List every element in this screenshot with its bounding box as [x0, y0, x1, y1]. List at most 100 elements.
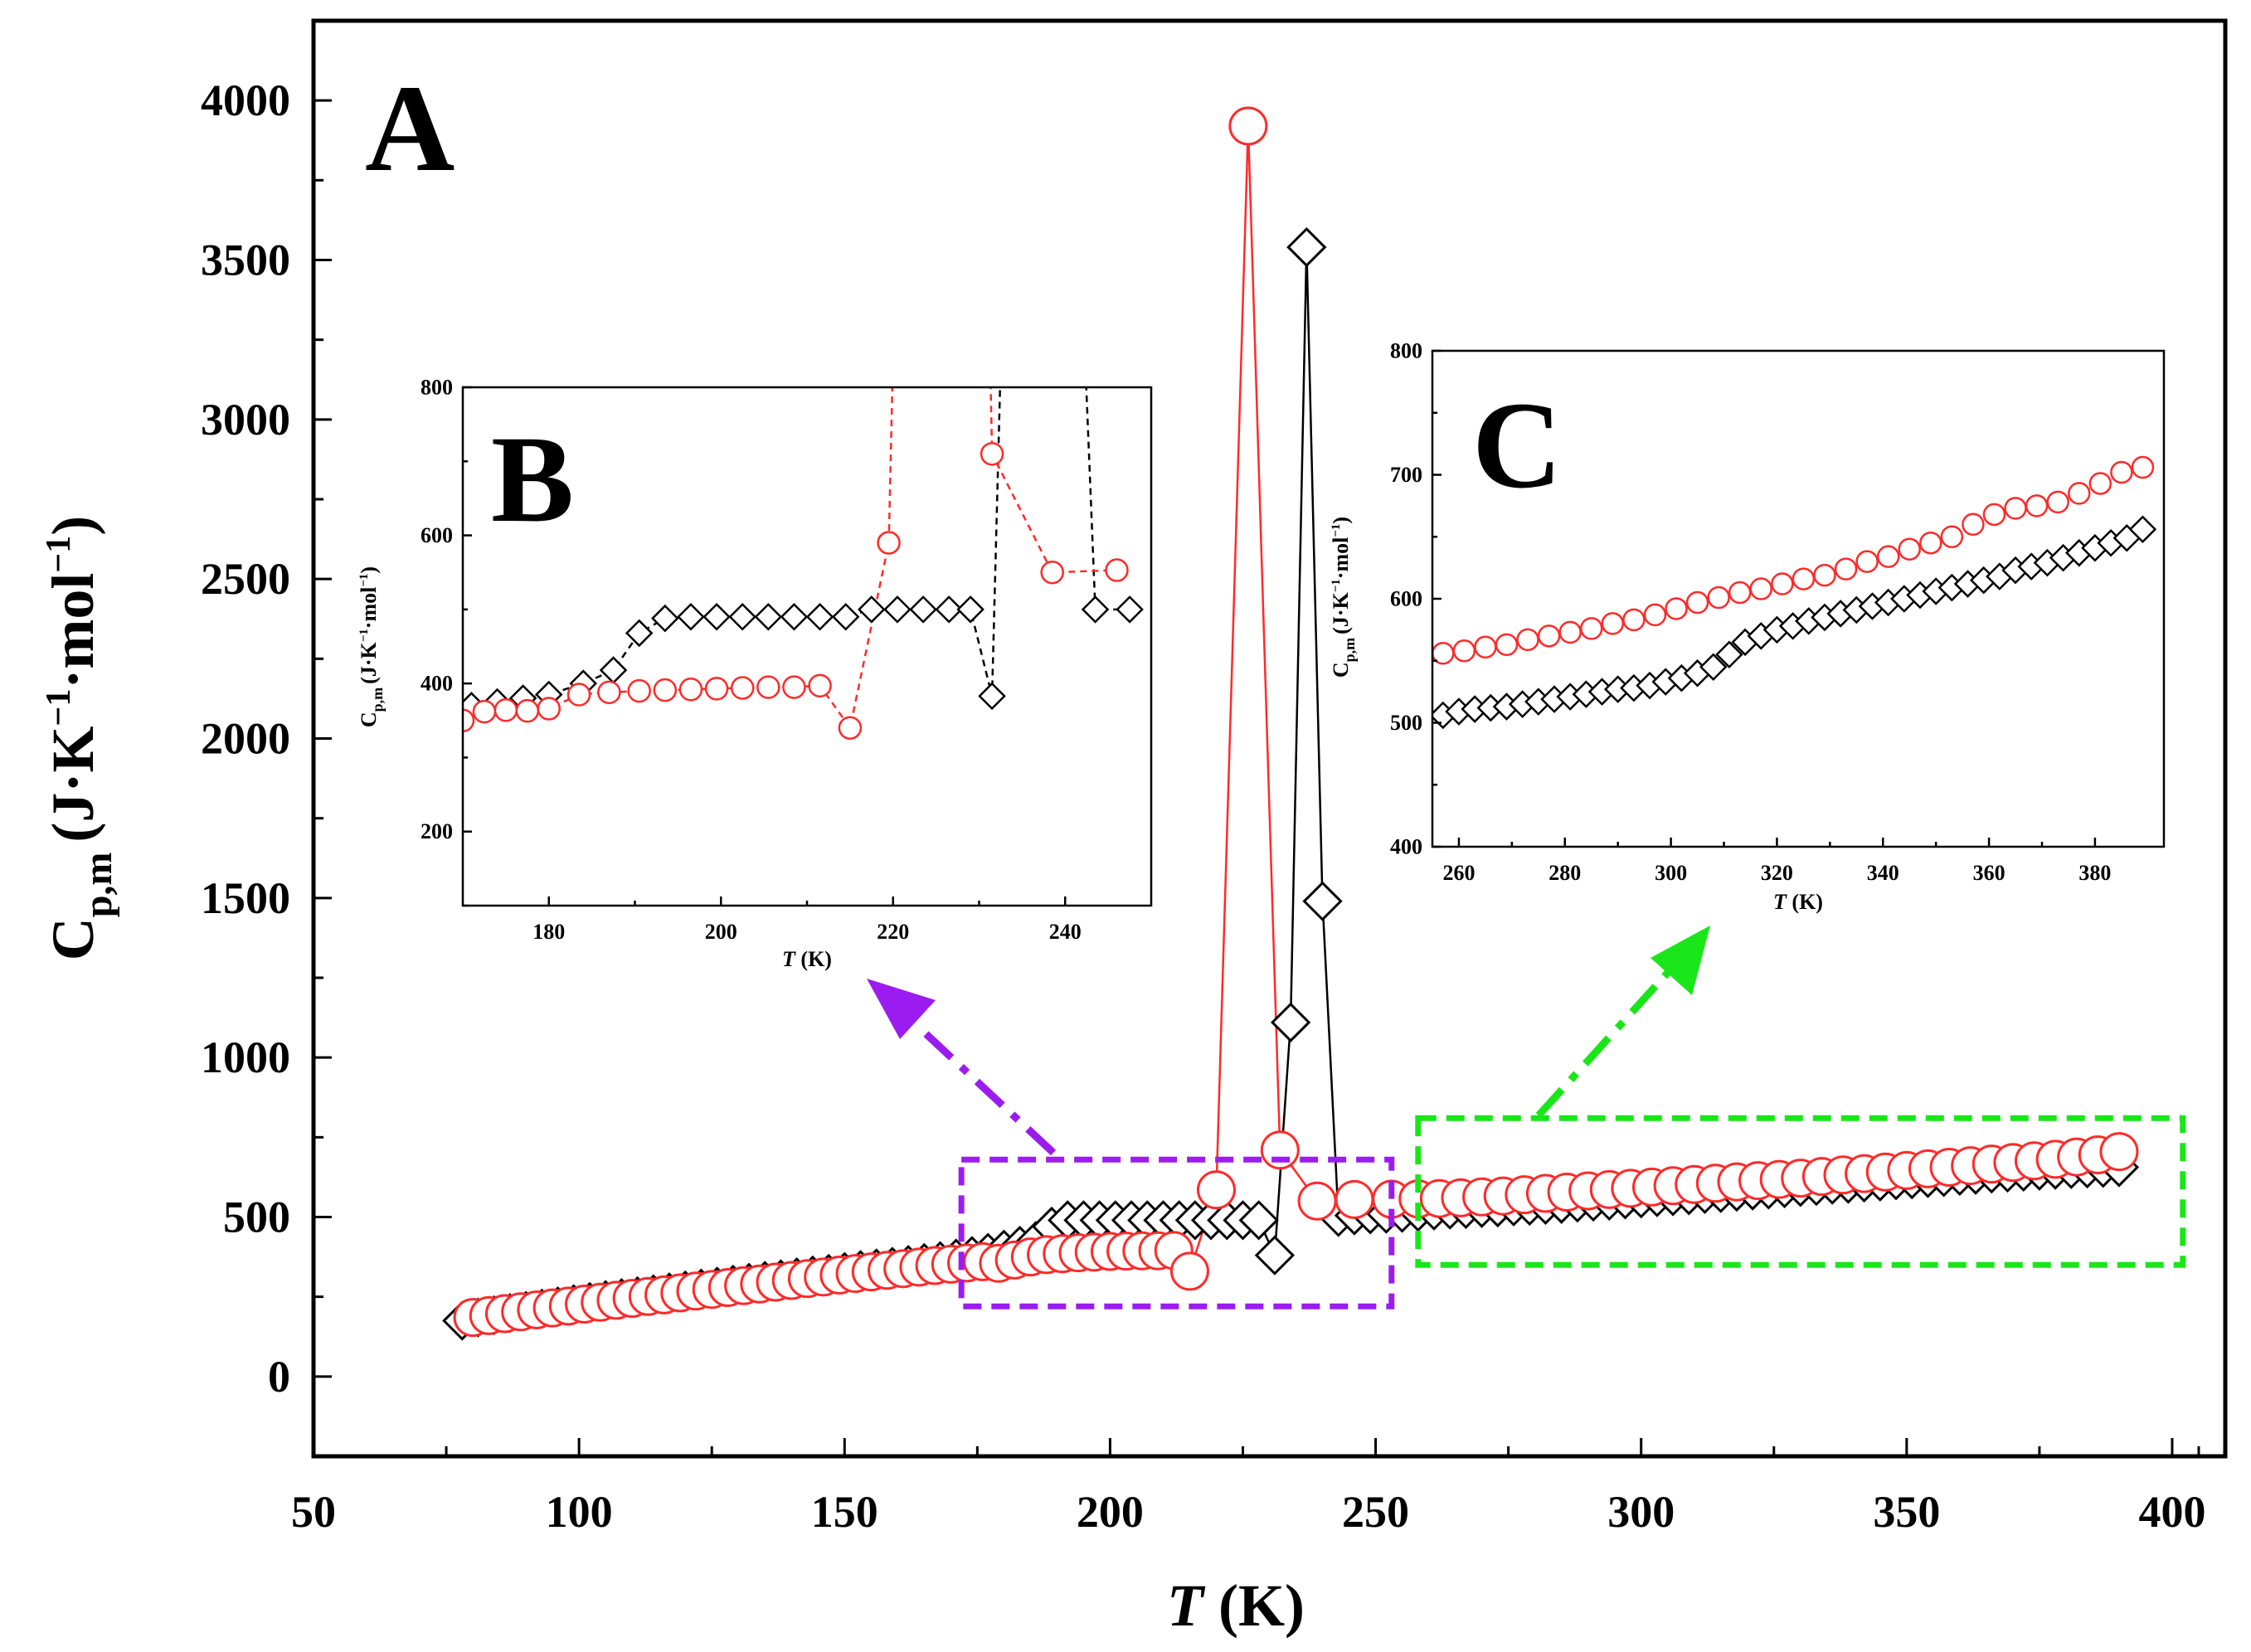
data-point-c-black-diamond	[1715, 640, 1743, 669]
data-point-b-red-circle	[463, 708, 475, 733]
y-tick-label-a-1000: 1000	[201, 1032, 290, 1082]
x-tick-label-c-320: 320	[1761, 861, 1793, 885]
data-point-c-red-circle	[1813, 563, 1836, 587]
data-point-c-red-circle	[1962, 513, 1985, 537]
data-point-c-red-circle	[1771, 572, 1794, 595]
inset-b-plot-area	[463, 387, 1144, 740]
x-tick-label-a-350: 350	[1873, 1487, 1940, 1537]
data-point-b-red-circle	[704, 677, 729, 701]
data-point-c-black-diamond	[1699, 653, 1728, 681]
inset-b-background	[463, 387, 1151, 906]
data-point-c-black-diamond	[2128, 515, 2157, 544]
data-point-a-red-circle	[1335, 1179, 1374, 1219]
inset-b-y-axis-title: Cp,m(J·K−1·mol−1)	[357, 566, 386, 727]
y-tick-label-b-800: 800	[421, 376, 453, 400]
data-point-c-red-circle	[1982, 503, 2006, 527]
data-point-b-red-circle	[653, 678, 678, 702]
x-tick-label-c-280: 280	[1548, 861, 1581, 885]
y-tick-label-a-1500: 1500	[201, 873, 290, 923]
data-point-b-red-circle	[597, 680, 621, 705]
data-point-b-red-circle	[980, 442, 1004, 466]
data-point-c-red-circle	[1792, 567, 1816, 590]
data-point-a-red-circle	[1260, 1130, 1300, 1170]
x-tick-label-b-200: 200	[705, 920, 737, 944]
y-tick-label-c-600: 600	[1390, 587, 1422, 611]
y-tick-label-c-800: 800	[1390, 339, 1422, 363]
data-point-b-red-circle	[877, 531, 901, 555]
y-tick-label-a-2500: 2500	[201, 554, 290, 604]
data-point-a-black-diamond	[1302, 881, 1343, 921]
x-tick-label-a-50: 50	[291, 1487, 336, 1537]
data-point-a-red-circle	[2099, 1132, 2139, 1172]
data-point-b-black-diamond	[1081, 595, 1110, 624]
data-point-b-red-circle	[782, 675, 806, 699]
data-point-b-red-circle	[472, 699, 497, 724]
panel-label-c: C	[1472, 377, 1562, 514]
data-point-b-red-circle	[493, 698, 518, 722]
data-point-b-red-circle	[808, 673, 832, 698]
data-point-b-red-circle	[730, 676, 755, 700]
inset-c-plot-area	[1432, 455, 2157, 730]
data-point-c-red-circle	[1749, 577, 1773, 600]
x-tick-label-a-100: 100	[546, 1487, 613, 1537]
x-tick-label-c-380: 380	[2078, 861, 2111, 885]
data-point-b-black-diamond	[858, 595, 886, 624]
panel-label-b: B	[491, 411, 574, 548]
data-point-c-red-circle	[2025, 494, 2049, 517]
data-point-a-red-circle	[1297, 1181, 1337, 1221]
x-tick-label-c-340: 340	[1867, 861, 1899, 885]
x-tick-label-c-360: 360	[1973, 861, 2005, 885]
data-point-c-red-circle	[2110, 460, 2133, 484]
x-tick-label-b-240: 240	[1049, 920, 1082, 944]
data-point-c-red-circle	[1452, 639, 1476, 663]
inset-c-y-axis-title: Cp,m(J·K−1·mol−1)	[1329, 517, 1358, 678]
data-point-c-red-circle	[1601, 612, 1625, 635]
data-point-b-red-circle	[515, 698, 540, 723]
main-plot-area	[442, 106, 2140, 1341]
data-point-c-red-circle	[1665, 597, 1688, 620]
data-point-b-black-diamond	[728, 603, 756, 631]
highlight-box-b-region	[958, 1156, 1395, 1309]
data-point-b-black-diamond	[883, 595, 912, 624]
highlight-box-c-region	[1415, 1115, 2186, 1268]
data-point-b-black-diamond	[831, 603, 860, 631]
data-point-b-black-diamond	[780, 603, 809, 631]
y-tick-label-c-400: 400	[1390, 835, 1422, 859]
y-tick-label-b-600: 600	[421, 523, 453, 547]
data-point-c-red-circle	[1558, 620, 1582, 644]
data-point-b-red-circle	[678, 678, 703, 702]
x-tick-label-a-400: 400	[2138, 1487, 2205, 1537]
data-point-c-red-circle	[2088, 472, 2112, 495]
data-point-c-red-circle	[2004, 497, 2027, 520]
data-point-c-red-circle	[1876, 545, 1900, 568]
y-tick-label-a-3500: 3500	[201, 236, 290, 285]
data-point-a-black-diamond	[1254, 1235, 1296, 1275]
data-point-b-black-diamond	[935, 595, 963, 624]
x-tick-label-a-250: 250	[1342, 1487, 1409, 1537]
data-point-b-red-circle	[756, 675, 780, 699]
data-point-b-black-diamond	[805, 603, 834, 631]
data-point-b-black-diamond	[909, 595, 937, 624]
data-point-b-red-circle	[627, 678, 651, 703]
y-tick-label-a-4000: 4000	[201, 75, 290, 125]
y-tick-label-c-700: 700	[1390, 463, 1422, 487]
data-point-b-black-diamond	[703, 603, 731, 631]
arrow-to-inset-b	[867, 979, 1057, 1156]
data-point-c-red-circle	[1622, 608, 1646, 632]
data-point-c-red-circle	[1537, 624, 1561, 648]
y-tick-label-c-500: 500	[1390, 711, 1422, 735]
x-tick-label-a-150: 150	[811, 1487, 878, 1537]
data-point-b-black-diamond	[625, 619, 654, 648]
data-point-c-red-circle	[1707, 585, 1730, 610]
inset-c-axes: 260 280 300 320 340 360 380 400 500 600 700 800	[1390, 339, 2111, 886]
data-point-c-red-circle	[1685, 590, 1709, 615]
data-point-b-red-circle	[1040, 560, 1064, 585]
x-tick-label-b-220: 220	[877, 920, 909, 944]
data-point-c-red-circle	[2131, 455, 2155, 479]
inset-b-axes: 180 200 220 240 200 400 600 800	[421, 376, 1082, 945]
data-point-a-red-circle	[1228, 106, 1268, 146]
y-tick-label-b-400: 400	[421, 672, 453, 696]
inset-chart-b: 180 200 220 240 200 400 600 800 B T (K) Cp,m(J·…	[357, 376, 1153, 971]
data-point-b-black-diamond	[978, 682, 1006, 711]
